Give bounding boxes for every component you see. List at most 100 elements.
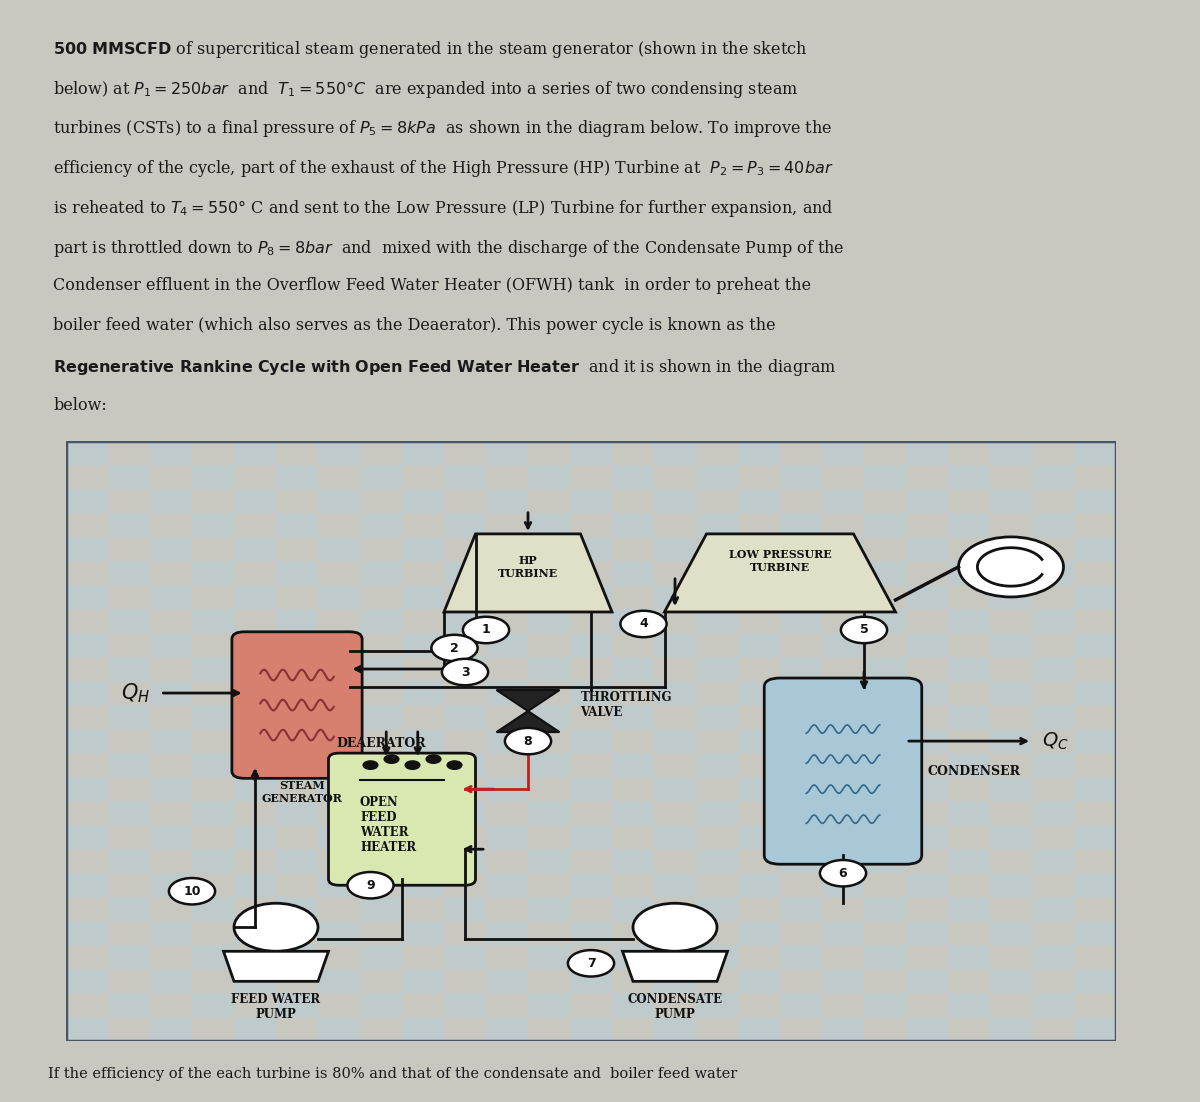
Bar [1074,1017,1116,1041]
Bar [906,681,948,705]
Circle shape [841,617,887,644]
Bar [360,801,402,825]
Bar [822,441,864,465]
Text: 7: 7 [587,957,595,970]
Bar [528,850,570,873]
Bar [570,921,612,946]
Circle shape [620,611,667,637]
Bar [654,585,696,609]
Bar [612,850,654,873]
Bar [948,561,990,585]
Bar [1032,512,1074,537]
Bar [318,633,360,657]
Bar [486,489,528,512]
Bar [402,921,444,946]
Bar [1074,730,1116,753]
Bar [402,585,444,609]
Text: $Q_C$: $Q_C$ [1043,731,1069,752]
Text: is reheated to $T_4=550°$ C and sent to the Low Pressure (LP) Turbine for furthe: is reheated to $T_4=550°$ C and sent to … [54,198,834,219]
Text: $\bf{Regenerative\ Rankine\ Cycle\ with\ Open\ Feed\ Water\ Heater}$  and it is : $\bf{Regenerative\ Rankine\ Cycle\ with\… [54,357,836,378]
Bar [906,537,948,561]
Text: 5: 5 [859,624,869,637]
Text: 8: 8 [523,735,533,747]
FancyBboxPatch shape [232,631,362,778]
Bar [990,585,1032,609]
Text: $Q_H$: $Q_H$ [121,681,150,705]
Bar [738,1017,780,1041]
Bar [444,657,486,681]
Bar [780,850,822,873]
Bar [948,801,990,825]
Circle shape [959,537,1063,597]
Bar [948,753,990,777]
Bar [66,1017,108,1041]
Bar [1074,633,1116,657]
Bar [318,730,360,753]
Bar [780,705,822,730]
Bar [864,561,906,585]
Bar [654,921,696,946]
Bar [822,537,864,561]
Bar [276,561,318,585]
Bar [822,970,864,993]
Bar [864,609,906,633]
Bar [948,850,990,873]
Bar [990,1017,1032,1041]
Text: efficiency of the cycle, part of the exhaust of the High Pressure (HP) Turbine a: efficiency of the cycle, part of the exh… [54,158,834,180]
Bar [1074,585,1116,609]
Text: below) at $P_1=250bar$  and  $T_1=550°C$  are expanded into a series of two cond: below) at $P_1=250bar$ and $T_1=550°C$ a… [54,78,799,99]
Bar [864,657,906,681]
Bar [444,946,486,970]
Bar [528,657,570,681]
Bar [66,921,108,946]
Bar [276,512,318,537]
Bar [150,489,192,512]
Bar [108,465,150,489]
Bar [696,993,738,1017]
Circle shape [634,904,718,951]
Bar [276,946,318,970]
Bar [444,753,486,777]
Bar [360,512,402,537]
Bar [402,825,444,850]
Bar [738,730,780,753]
Bar [486,825,528,850]
Bar [780,561,822,585]
Bar [780,465,822,489]
Bar [234,441,276,465]
Bar [1032,850,1074,873]
Bar [150,970,192,993]
Bar [108,657,150,681]
Bar [906,441,948,465]
Bar [864,993,906,1017]
Circle shape [234,904,318,951]
Bar [444,465,486,489]
Bar [570,633,612,657]
Bar [612,561,654,585]
Bar [738,777,780,801]
Bar [486,585,528,609]
Bar [1074,825,1116,850]
Text: turbines (CSTs) to a final pressure of $P_5=8kPa$  as shown in the diagram below: turbines (CSTs) to a final pressure of $… [54,118,833,139]
Bar [192,753,234,777]
Bar [612,753,654,777]
Bar [66,681,108,705]
Bar [696,657,738,681]
Polygon shape [444,533,612,612]
Bar [234,825,276,850]
Text: STEAM
GENERATOR: STEAM GENERATOR [262,780,343,804]
Bar [570,825,612,850]
Bar [738,873,780,897]
Bar [1074,441,1116,465]
Bar [192,801,234,825]
Bar [360,609,402,633]
Bar [234,730,276,753]
Bar [486,681,528,705]
Bar [780,946,822,970]
Bar [402,537,444,561]
Bar [906,730,948,753]
Bar [948,657,990,681]
Bar [486,970,528,993]
Circle shape [426,755,440,764]
Bar [990,441,1032,465]
